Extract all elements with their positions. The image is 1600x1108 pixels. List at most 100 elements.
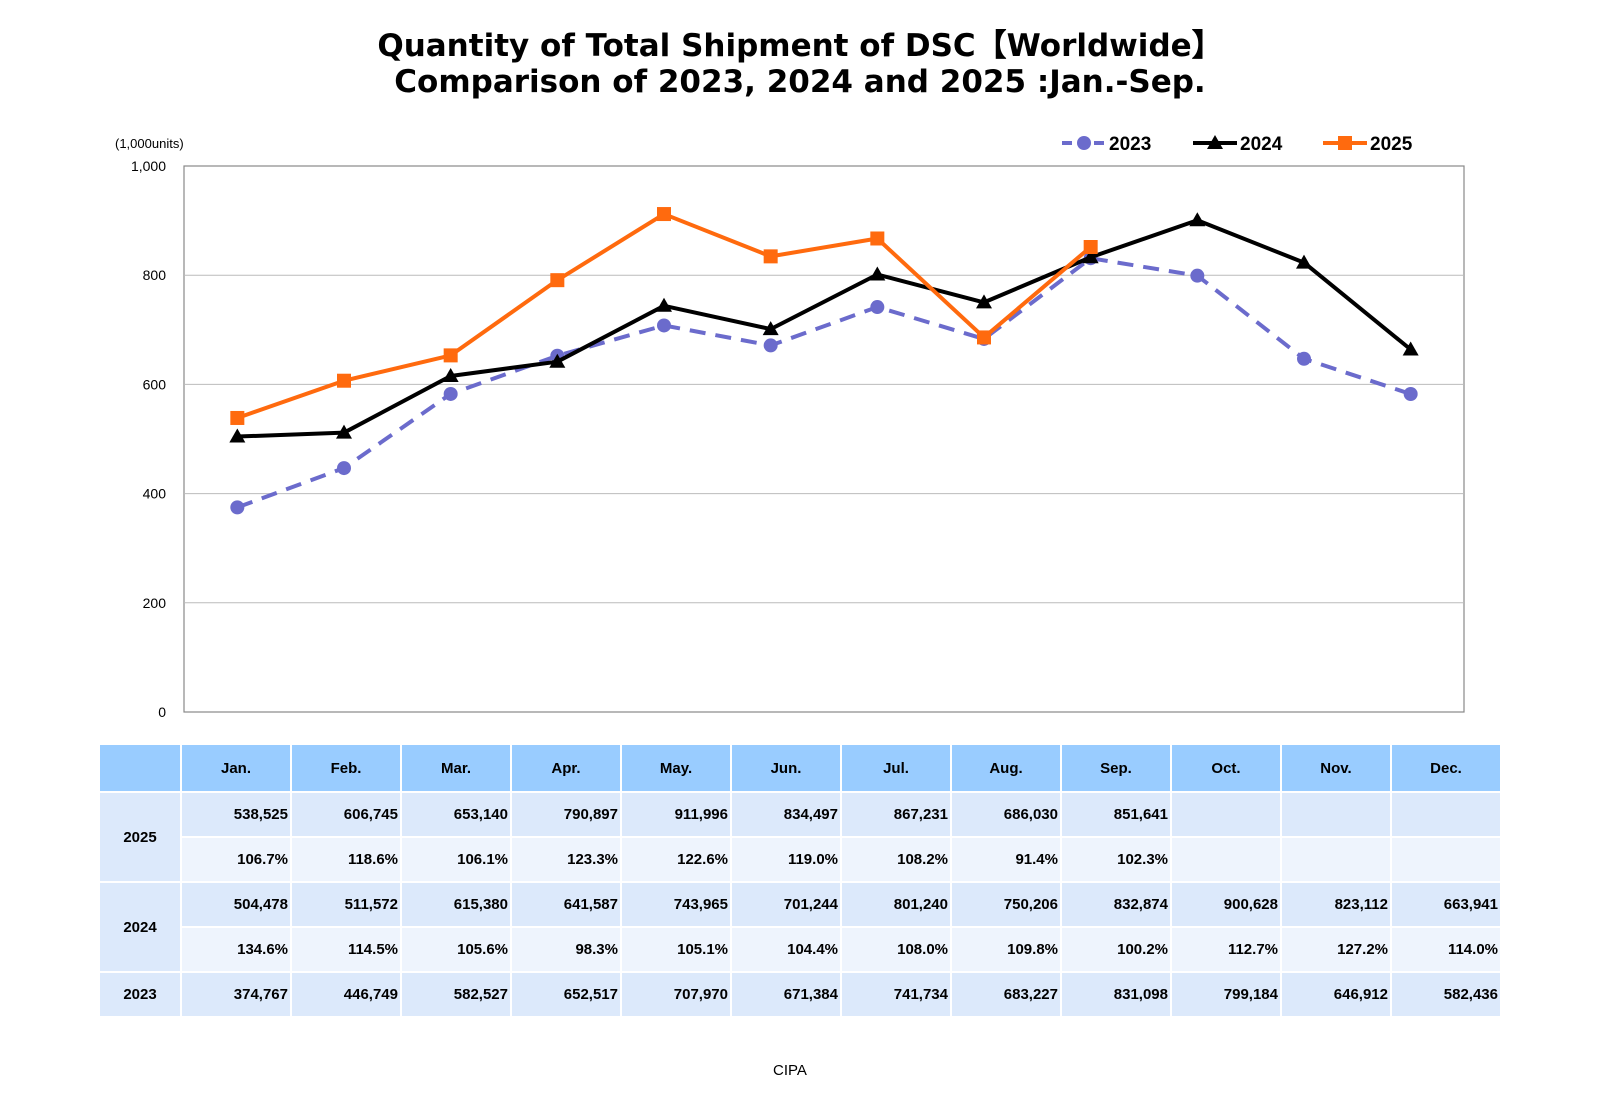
series-2025 bbox=[230, 207, 1098, 425]
ratio-cell bbox=[1172, 838, 1280, 881]
y-tick-label: 800 bbox=[143, 267, 167, 283]
units-cell bbox=[1282, 793, 1390, 836]
units-cell: 790,897 bbox=[512, 793, 620, 836]
data-point bbox=[1077, 136, 1091, 150]
legend-item-2025: 2025 bbox=[1323, 134, 1413, 155]
data-point bbox=[1403, 386, 1418, 401]
ratio-cell: 108.2% bbox=[842, 838, 950, 881]
ratio-cell: 105.6% bbox=[402, 928, 510, 971]
units-cell: 446,749 bbox=[292, 973, 400, 1016]
data-point bbox=[870, 231, 885, 246]
data-point bbox=[657, 207, 671, 222]
ratio-cell: 122.6% bbox=[622, 838, 730, 881]
series-2023 bbox=[230, 251, 1418, 515]
units-cell: 707,970 bbox=[622, 973, 730, 1016]
legend-label: 2023 bbox=[1109, 134, 1151, 155]
ratio-cell: 98.3% bbox=[512, 928, 620, 971]
units-cell: 641,587 bbox=[512, 883, 620, 926]
units-cell: 653,140 bbox=[402, 793, 510, 836]
data-point bbox=[337, 461, 351, 476]
data-point bbox=[656, 297, 672, 312]
ratio-cell bbox=[1392, 838, 1500, 881]
data-point bbox=[230, 410, 245, 425]
units-cell: 538,525 bbox=[182, 793, 290, 836]
data-table: Jan. Feb. Mar. Apr. May. Jun. Jul. Aug. Sep. Oct.… bbox=[98, 743, 1502, 1018]
units-cell: 741,734 bbox=[842, 973, 950, 1016]
units-cell: 646,912 bbox=[1282, 973, 1390, 1016]
ratio-cell: 109.8% bbox=[952, 928, 1060, 971]
data-point bbox=[1082, 249, 1099, 264]
units-cell: 663,941 bbox=[1392, 883, 1500, 926]
header-month: Jan. bbox=[182, 745, 290, 791]
data-point bbox=[337, 373, 351, 388]
data-point bbox=[763, 338, 778, 353]
units-cell: 832,874 bbox=[1062, 883, 1170, 926]
header-month: Mar. bbox=[402, 745, 510, 791]
ratio-cell: 112.7% bbox=[1172, 928, 1280, 971]
ratio-cell: 106.7% bbox=[182, 838, 290, 881]
units-cell: 831,098 bbox=[1062, 973, 1170, 1016]
series-line bbox=[237, 218, 1412, 439]
units-cell: 911,996 bbox=[622, 793, 730, 836]
header-month: Jul. bbox=[842, 745, 950, 791]
data-point bbox=[762, 321, 779, 336]
header-month: May. bbox=[622, 745, 730, 791]
table-row-ratio: 134.6% 114.5% 105.6% 98.3% 105.1% 104.4% 108.0… bbox=[100, 928, 1500, 971]
table-row-units: 2025 538,525 606,745 653,140 790,897 911,996 8… bbox=[100, 793, 1500, 881]
data-point bbox=[230, 500, 245, 515]
units-cell: 851,641 bbox=[1062, 793, 1170, 836]
ratio-cell: 91.4% bbox=[952, 838, 1060, 881]
data-point bbox=[657, 318, 671, 333]
header-month: Dec. bbox=[1392, 745, 1500, 791]
header-month: Aug. bbox=[952, 745, 1060, 791]
row-year: 2024 bbox=[100, 883, 180, 971]
data-point bbox=[763, 249, 778, 264]
data-point bbox=[443, 386, 458, 401]
y-tick-label: 0 bbox=[158, 704, 166, 720]
ratio-cell: 118.6% bbox=[292, 838, 400, 881]
data-point bbox=[1402, 341, 1419, 356]
row-year: 2023 bbox=[100, 973, 180, 1016]
data-point bbox=[336, 424, 352, 439]
ratio-cell: 100.2% bbox=[1062, 928, 1170, 971]
ratio-cell: 106.1% bbox=[402, 838, 510, 881]
data-point bbox=[976, 294, 992, 309]
header-month: Jun. bbox=[732, 745, 840, 791]
data-point bbox=[550, 273, 565, 288]
y-tick-label: 200 bbox=[143, 595, 167, 611]
data-point bbox=[442, 368, 459, 383]
units-cell: 374,767 bbox=[182, 973, 290, 1016]
ratio-cell: 105.1% bbox=[622, 928, 730, 971]
header-month: Nov. bbox=[1282, 745, 1390, 791]
data-point bbox=[1083, 240, 1098, 255]
table-row-units: 2024 504,478 511,572 615,380 641,587 743,965 7… bbox=[100, 883, 1500, 971]
units-cell: 615,380 bbox=[402, 883, 510, 926]
data-point bbox=[1296, 254, 1312, 269]
units-cell: 671,384 bbox=[732, 973, 840, 1016]
units-cell: 686,030 bbox=[952, 793, 1060, 836]
plot-area bbox=[183, 165, 1465, 713]
table-header-row: Jan. Feb. Mar. Apr. May. Jun. Jul. Aug. Sep. Oct.… bbox=[100, 745, 1500, 791]
chart-title-line1: Quantity of Total Shipment of DSC【Worldw… bbox=[377, 28, 1223, 64]
header-month: Sep. bbox=[1062, 745, 1170, 791]
units-cell: 801,240 bbox=[842, 883, 950, 926]
data-point bbox=[443, 348, 458, 363]
source-label: CIPA bbox=[773, 1062, 807, 1079]
units-cell bbox=[1392, 793, 1500, 836]
line-chart: 0 200 400 600 800 1,000 (1,000units) 2023 2024 20… bbox=[115, 134, 1465, 720]
ratio-cell: 114.0% bbox=[1392, 928, 1500, 971]
row-year: 2025 bbox=[100, 793, 180, 881]
legend-label: 2024 bbox=[1240, 134, 1283, 155]
units-cell: 504,478 bbox=[182, 883, 290, 926]
data-point bbox=[869, 266, 886, 281]
ratio-cell: 108.0% bbox=[842, 928, 950, 971]
legend-item-2023: 2023 bbox=[1062, 134, 1151, 155]
units-cell: 606,745 bbox=[292, 793, 400, 836]
data-point bbox=[229, 428, 246, 443]
ratio-cell: 119.0% bbox=[732, 838, 840, 881]
data-point bbox=[870, 300, 885, 315]
table-row-units: 2023 374,767 446,749 582,527 652,517 707,970 6… bbox=[100, 973, 1500, 1016]
units-cell: 743,965 bbox=[622, 883, 730, 926]
units-cell: 799,184 bbox=[1172, 973, 1280, 1016]
ratio-cell: 134.6% bbox=[182, 928, 290, 971]
